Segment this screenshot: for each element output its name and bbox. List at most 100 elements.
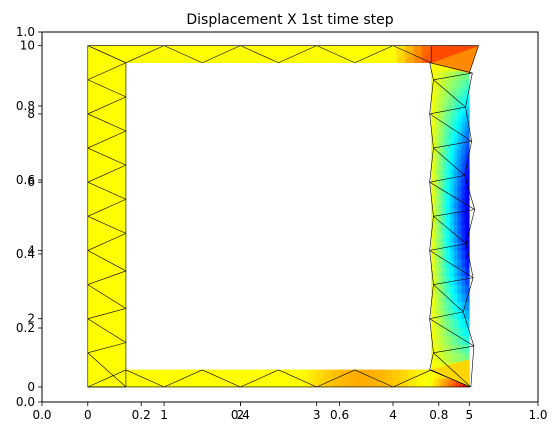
mesh-fill-cell [392, 369, 402, 388]
mesh-edge [433, 216, 467, 244]
mesh-edge [433, 209, 475, 217]
mesh-fill-cell [201, 369, 211, 388]
mesh-edge [429, 181, 475, 210]
mesh-fill-cell [385, 369, 394, 388]
mesh-edges [87, 45, 479, 388]
mesh-edge [202, 45, 241, 63]
mesh-edge [433, 352, 472, 388]
x-tick-label: 4 [389, 408, 397, 422]
mesh-edge [429, 284, 434, 319]
chart-title: Displacement X 1st time step [186, 12, 393, 28]
mesh-fill-cell [354, 369, 363, 388]
mesh-edge [87, 62, 127, 81]
mesh-edge [87, 216, 127, 234]
mesh-edge [433, 79, 466, 108]
mesh-edge [464, 175, 475, 210]
mesh-fill-cell [415, 369, 424, 388]
mesh-edge [202, 369, 241, 388]
mesh-edge [462, 277, 474, 312]
mesh-edge [87, 113, 127, 132]
mesh-edge [316, 45, 355, 63]
mesh-edge [87, 233, 127, 251]
mesh-edge [429, 369, 471, 388]
y-tick-label: 0.6 [16, 173, 35, 187]
mesh-edge [87, 342, 127, 354]
mesh-edge [125, 45, 165, 63]
mesh-edge [429, 62, 434, 80]
y-tick-label: 2 [27, 312, 35, 326]
mesh-edge [429, 243, 467, 251]
mesh-edge [125, 369, 165, 388]
x-tick-label: 5 [466, 408, 474, 422]
mesh-edge [429, 216, 434, 251]
mesh-edge [470, 345, 475, 388]
mesh-edge [87, 250, 127, 272]
x-tick-label: 0.8 [429, 408, 448, 422]
y-tick-label: 10 [20, 39, 35, 53]
mesh-edge [392, 369, 432, 388]
mesh-edge [433, 284, 464, 313]
mesh-fill-cell [232, 369, 241, 388]
mesh-edge [87, 270, 127, 285]
mesh-edge [429, 318, 475, 347]
mesh-fill-cell [171, 369, 180, 388]
mesh-edge [433, 140, 472, 149]
mesh-edge [429, 352, 434, 370]
x-tick-label: 0.2 [132, 408, 151, 422]
mesh-fill-cell [194, 369, 203, 388]
mesh-edge [429, 113, 434, 149]
mesh-edge [433, 72, 473, 81]
mesh-edge [429, 106, 466, 115]
mesh-fill-cell [301, 369, 310, 388]
mesh-edge [87, 198, 127, 217]
mesh-edge [433, 147, 465, 176]
mesh-edge [429, 318, 434, 353]
mesh-edge [87, 96, 127, 115]
mesh-edge [433, 345, 474, 354]
mesh-fill-cell [423, 369, 432, 388]
mesh-edge [87, 45, 127, 63]
y-tick-label: 0.8 [16, 99, 35, 113]
mesh-fill-cell [247, 369, 257, 388]
mesh-edge [316, 369, 355, 388]
mesh-fill-cell [270, 369, 280, 388]
x-tick-label: 0.6 [330, 408, 349, 422]
mesh-fill-cell [316, 369, 325, 388]
mesh-edge [465, 209, 475, 244]
mesh-edge [87, 284, 127, 309]
mesh-edge [464, 141, 472, 176]
mesh-edge [87, 318, 127, 343]
mesh-fill-cell [346, 369, 356, 388]
mesh-edge [462, 311, 475, 347]
mesh-fill-cell [377, 369, 386, 388]
x-tick-label: 2 [237, 408, 245, 422]
mesh-edge [240, 45, 279, 63]
mesh-edge [429, 311, 464, 320]
mesh-edge [278, 45, 317, 63]
mesh-edge [87, 147, 127, 166]
x-tick-label: 3 [313, 408, 321, 422]
mesh-edge [163, 45, 203, 63]
y-tick-label: 1.0 [16, 25, 35, 39]
mesh-edge [240, 369, 279, 388]
y-tick-label: 8 [27, 107, 35, 121]
mesh-edge [429, 113, 472, 142]
mesh-edge [87, 308, 127, 320]
mesh-edge [163, 369, 203, 388]
mesh-edge [429, 62, 473, 74]
mesh-edge [429, 79, 434, 114]
mesh-edge [429, 250, 434, 285]
mesh-edge [429, 250, 474, 279]
mesh-edge [354, 369, 394, 388]
mesh-edge [429, 175, 465, 183]
mesh-fill-cell [262, 369, 272, 388]
y-tick-label: 4 [27, 243, 35, 257]
x-tick-label: 0.0 [32, 408, 51, 422]
mesh-fill-cell [339, 369, 348, 388]
axes: 0.0 0.2 0.4 0.6 0.8 1.0 0.0 0.2 0.4 0.6 0.8 1.0 0 1 2 3… [16, 25, 548, 422]
mesh-edge [469, 45, 479, 74]
y-tick-label: 0 [27, 380, 35, 394]
mesh-edge [87, 79, 127, 98]
mesh-plot-area [87, 45, 479, 388]
